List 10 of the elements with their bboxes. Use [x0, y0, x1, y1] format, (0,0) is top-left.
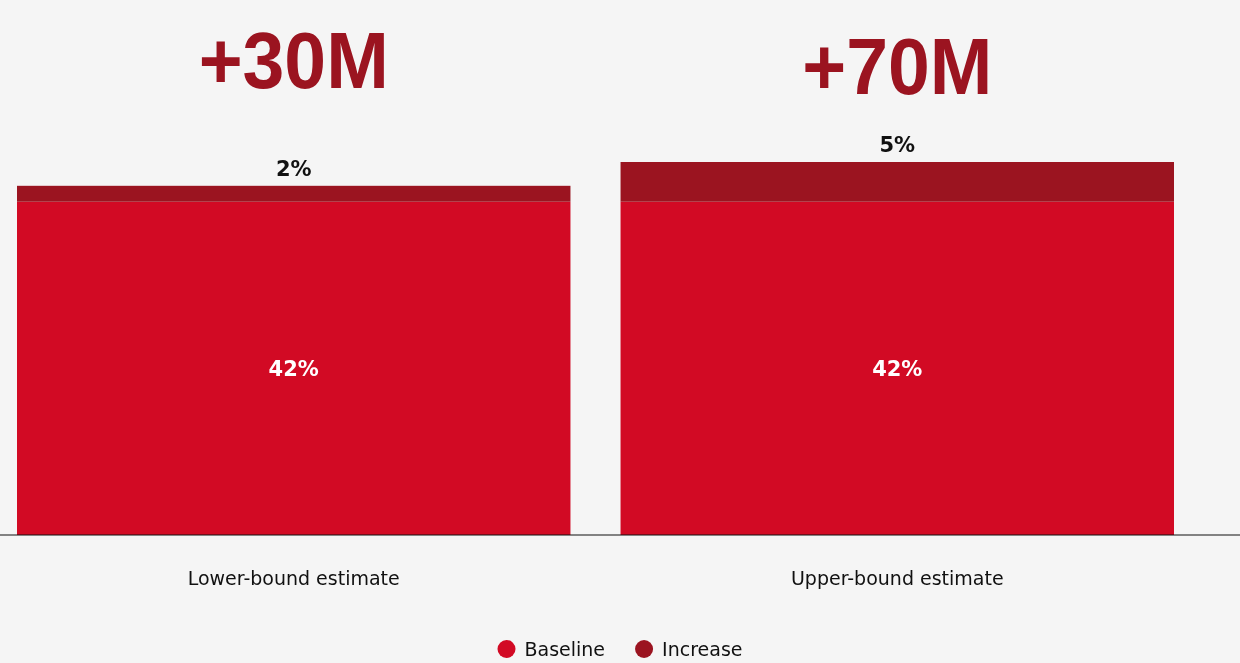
data-label: 5% [879, 133, 916, 157]
x-tick-label: Upper-bound estimate [790, 567, 1004, 589]
data-label: 42% [268, 357, 319, 382]
text: +30M [198, 16, 402, 105]
legend-label: Increase [662, 638, 743, 660]
data-label: 42% [872, 357, 923, 382]
text: +70M [802, 22, 1005, 111]
legend-label: Baseline [524, 638, 606, 660]
x-tick-label: Lower-bound estimate [187, 567, 400, 589]
data-label: 2% [275, 156, 312, 181]
